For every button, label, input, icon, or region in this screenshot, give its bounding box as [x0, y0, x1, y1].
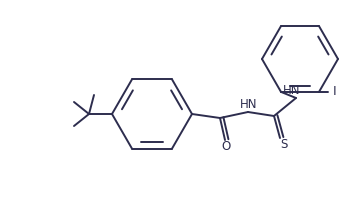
Text: S: S — [280, 138, 288, 152]
Text: I: I — [333, 85, 337, 98]
Text: HN: HN — [283, 85, 301, 97]
Text: O: O — [221, 141, 231, 154]
Text: HN: HN — [240, 99, 258, 111]
